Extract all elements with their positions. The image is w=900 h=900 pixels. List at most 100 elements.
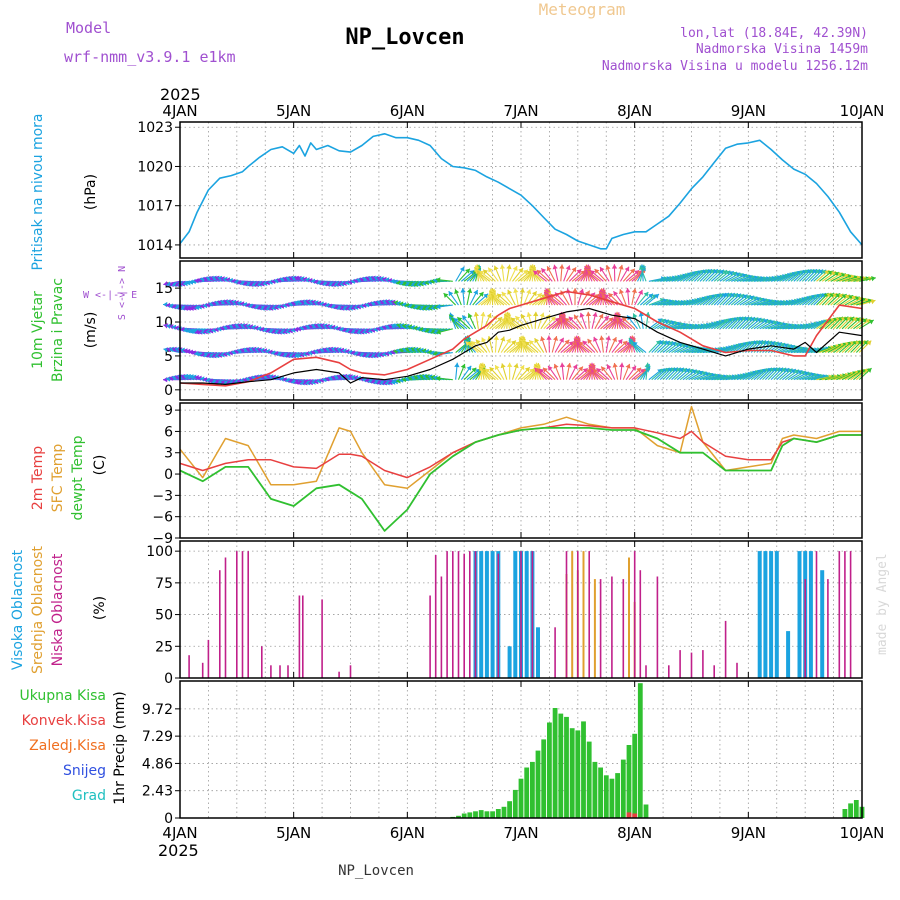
precip-bar xyxy=(552,708,558,818)
wind-arrowhead xyxy=(254,281,260,287)
wind-arrowhead xyxy=(520,314,526,319)
wind-arrowhead xyxy=(214,275,220,281)
wind-arrowhead xyxy=(410,281,416,288)
wind-arrowhead xyxy=(533,270,539,276)
cloud-low-bar xyxy=(349,665,352,678)
wind-arrowhead xyxy=(499,264,506,269)
wind-arrowhead xyxy=(388,299,393,305)
cloud-low-bar xyxy=(338,671,340,678)
cloud-low-bar xyxy=(804,579,806,678)
cloud-ytick-label: 0 xyxy=(164,671,173,687)
wind-arrowhead xyxy=(419,281,424,287)
wind-arrowhead xyxy=(487,336,493,341)
wind-arrowhead xyxy=(202,302,208,309)
wind-arrowhead xyxy=(540,336,546,342)
wind-arrowhead xyxy=(486,313,492,319)
wind-arrowhead xyxy=(632,342,638,347)
wind-arrowhead xyxy=(430,374,436,380)
wind-arrowhead xyxy=(274,304,279,310)
wind-arrowhead xyxy=(268,279,273,285)
precip-bar xyxy=(581,721,586,818)
temp-ylabel-t2m: 2m Temp xyxy=(30,446,46,510)
precip-bar xyxy=(586,741,592,818)
wind-arrowhead xyxy=(348,305,353,311)
wind-arrowhead xyxy=(566,363,572,368)
wind-arrowhead xyxy=(480,312,486,317)
wind-arrowhead xyxy=(245,323,251,329)
precip-bar xyxy=(592,761,598,818)
wind-arrowhead xyxy=(654,294,659,299)
dewpt-temp-line xyxy=(179,426,862,532)
wind-arrowhead xyxy=(276,304,282,310)
wind-arrowhead xyxy=(416,281,421,287)
cloud-low-bar xyxy=(577,551,579,678)
wind-arrowhead xyxy=(347,279,353,285)
wind-arrowhead xyxy=(393,378,398,385)
wind-arrowhead xyxy=(168,324,174,330)
wind-arrowhead xyxy=(404,323,410,329)
wind-arrowhead xyxy=(211,353,217,359)
wind-arrowhead xyxy=(268,305,274,311)
cloud-low-bar xyxy=(679,650,681,678)
wind-arrowhead xyxy=(191,374,197,380)
wind-arrowhead xyxy=(183,373,189,380)
wind-arrowhead xyxy=(550,316,556,322)
wind-arrowhead xyxy=(473,312,479,317)
wind-arrowhead xyxy=(200,329,206,335)
wind-arrowhead xyxy=(345,305,351,311)
pressure-line xyxy=(179,133,863,250)
wind-arrowhead xyxy=(421,280,427,286)
wind-arrowhead xyxy=(305,277,310,283)
wind-arrowhead xyxy=(399,323,405,329)
wind-arrowhead xyxy=(203,329,208,335)
cloud-low-bar xyxy=(201,662,204,678)
wind-arrowhead xyxy=(313,300,319,306)
wind-arrowhead xyxy=(546,266,552,272)
wind-arrowhead xyxy=(459,266,465,272)
wind-arrowhead xyxy=(268,374,274,380)
precip-ytick-label: 2.43 xyxy=(142,784,173,800)
wind-arrowhead xyxy=(600,267,605,272)
wind-arrowhead xyxy=(370,327,375,333)
wind-arrowhead xyxy=(424,374,430,380)
wind-arrowhead xyxy=(612,337,617,343)
wind-arrowhead xyxy=(424,348,429,355)
cloud-high-bar xyxy=(769,551,774,678)
cloud-high-bar xyxy=(524,551,529,678)
wind-arrowhead xyxy=(601,366,606,372)
wind-gust-line xyxy=(179,290,863,387)
wind-arrowhead xyxy=(559,362,566,368)
wind-arrowhead xyxy=(166,323,171,329)
wind-arrowhead xyxy=(197,304,202,310)
cloud-high-bar xyxy=(484,551,489,678)
wind-arrowhead xyxy=(174,325,179,331)
wind-arrowhead xyxy=(385,380,390,386)
cloud-low-bar xyxy=(633,551,636,678)
wind-arrowhead xyxy=(251,346,257,352)
wind-arrowhead xyxy=(622,341,628,346)
cloud-low-bar xyxy=(457,551,460,678)
cloud-unit: (%) xyxy=(92,596,108,620)
watermark: made by Angel xyxy=(875,553,890,655)
wind-arrowhead xyxy=(356,329,362,335)
wind-arrowhead xyxy=(313,378,319,385)
wind-arrowhead xyxy=(185,348,191,355)
wind-arrowhead xyxy=(333,325,338,331)
temp-ylabel-dewpt: dewpt Temp xyxy=(70,435,86,520)
wind-arrowhead xyxy=(598,313,604,319)
precip-bar xyxy=(632,733,638,818)
wind-arrowhead xyxy=(396,323,402,329)
wind-arrowhead xyxy=(259,347,265,353)
wind-arrowhead xyxy=(632,313,638,319)
wind-arrowhead xyxy=(189,374,194,380)
cloud-mid-bar xyxy=(593,579,596,678)
bottom-time-label: 4JAN xyxy=(162,824,197,842)
wind-arrowhead xyxy=(497,293,502,299)
wind-arrowhead xyxy=(648,293,653,299)
wind-ylabel-sub: Brzina i Pravac xyxy=(50,278,66,382)
wind-arrowhead xyxy=(288,328,293,334)
precip-bar xyxy=(484,811,490,818)
wind-arrowhead xyxy=(265,280,270,286)
precip-bar xyxy=(569,728,575,818)
wind-arrowhead xyxy=(398,301,404,307)
